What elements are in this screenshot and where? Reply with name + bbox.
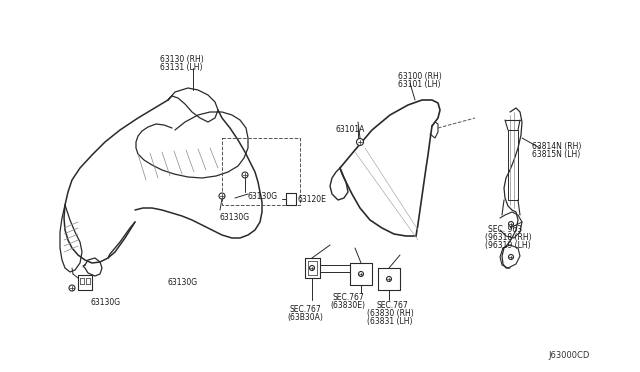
Text: SEC. 963: SEC. 963 <box>488 225 522 234</box>
Text: 63100 (RH): 63100 (RH) <box>398 72 442 81</box>
Circle shape <box>356 138 364 145</box>
Text: 63130G: 63130G <box>168 278 198 287</box>
Text: (63B30A): (63B30A) <box>287 313 323 322</box>
Text: 63131 (LH): 63131 (LH) <box>160 63 202 72</box>
Text: 63814N (RH): 63814N (RH) <box>532 142 581 151</box>
Text: SEC.767: SEC.767 <box>376 301 408 310</box>
Text: J63000CD: J63000CD <box>548 351 590 360</box>
Text: 63101A: 63101A <box>336 125 365 134</box>
Text: 63130G: 63130G <box>220 213 250 222</box>
Circle shape <box>310 266 314 270</box>
Text: (63830E): (63830E) <box>330 301 365 310</box>
Text: (96319 (LH): (96319 (LH) <box>485 241 531 250</box>
Circle shape <box>69 285 75 291</box>
Text: 63130 (RH): 63130 (RH) <box>160 55 204 64</box>
Text: 63130G: 63130G <box>248 192 278 201</box>
Text: 63101 (LH): 63101 (LH) <box>398 80 440 89</box>
Text: SEC.767: SEC.767 <box>289 305 321 314</box>
Text: SEC.767: SEC.767 <box>332 293 364 302</box>
Text: 63130G: 63130G <box>90 298 120 307</box>
Text: 63815N (LH): 63815N (LH) <box>532 150 580 159</box>
Text: 63120E: 63120E <box>298 195 327 204</box>
Circle shape <box>509 254 513 260</box>
Text: (96318 (RH): (96318 (RH) <box>485 233 532 242</box>
Circle shape <box>387 276 392 282</box>
Circle shape <box>509 221 513 227</box>
Circle shape <box>242 172 248 178</box>
Circle shape <box>358 272 364 276</box>
Text: (63831 (LH): (63831 (LH) <box>367 317 413 326</box>
Circle shape <box>219 193 225 199</box>
Text: (63830 (RH): (63830 (RH) <box>367 309 413 318</box>
